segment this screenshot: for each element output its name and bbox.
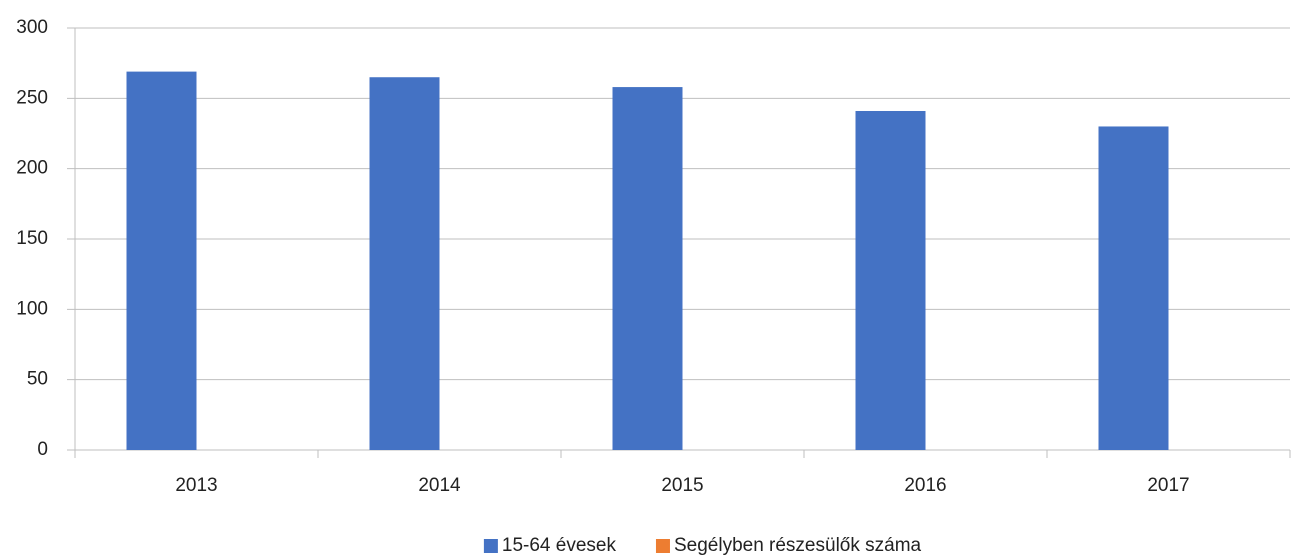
- legend-label: 15-64 évesek: [502, 535, 617, 556]
- y-tick-label: 250: [16, 87, 48, 108]
- y-tick-label: 50: [27, 369, 48, 390]
- x-tick-label: 2014: [418, 475, 461, 496]
- legend-swatch: [483, 539, 498, 553]
- y-tick-label: 100: [16, 298, 48, 319]
- y-tick-label: 300: [16, 17, 48, 38]
- bar: [855, 110, 926, 450]
- x-tick-label: 2013: [175, 475, 217, 496]
- y-tick-label: 200: [16, 158, 48, 179]
- x-tick-label: 2017: [1147, 475, 1189, 496]
- y-tick-label: 150: [16, 228, 48, 249]
- bar: [612, 87, 683, 450]
- x-tick-label: 2016: [904, 475, 946, 496]
- bar: [369, 77, 440, 450]
- legend-swatch: [655, 539, 670, 553]
- x-tick-label: 2015: [661, 475, 703, 496]
- bar: [1098, 126, 1169, 450]
- y-tick-label: 0: [37, 439, 48, 460]
- legend-label: Segélyben részesülők száma: [674, 535, 922, 556]
- bar: [126, 71, 197, 451]
